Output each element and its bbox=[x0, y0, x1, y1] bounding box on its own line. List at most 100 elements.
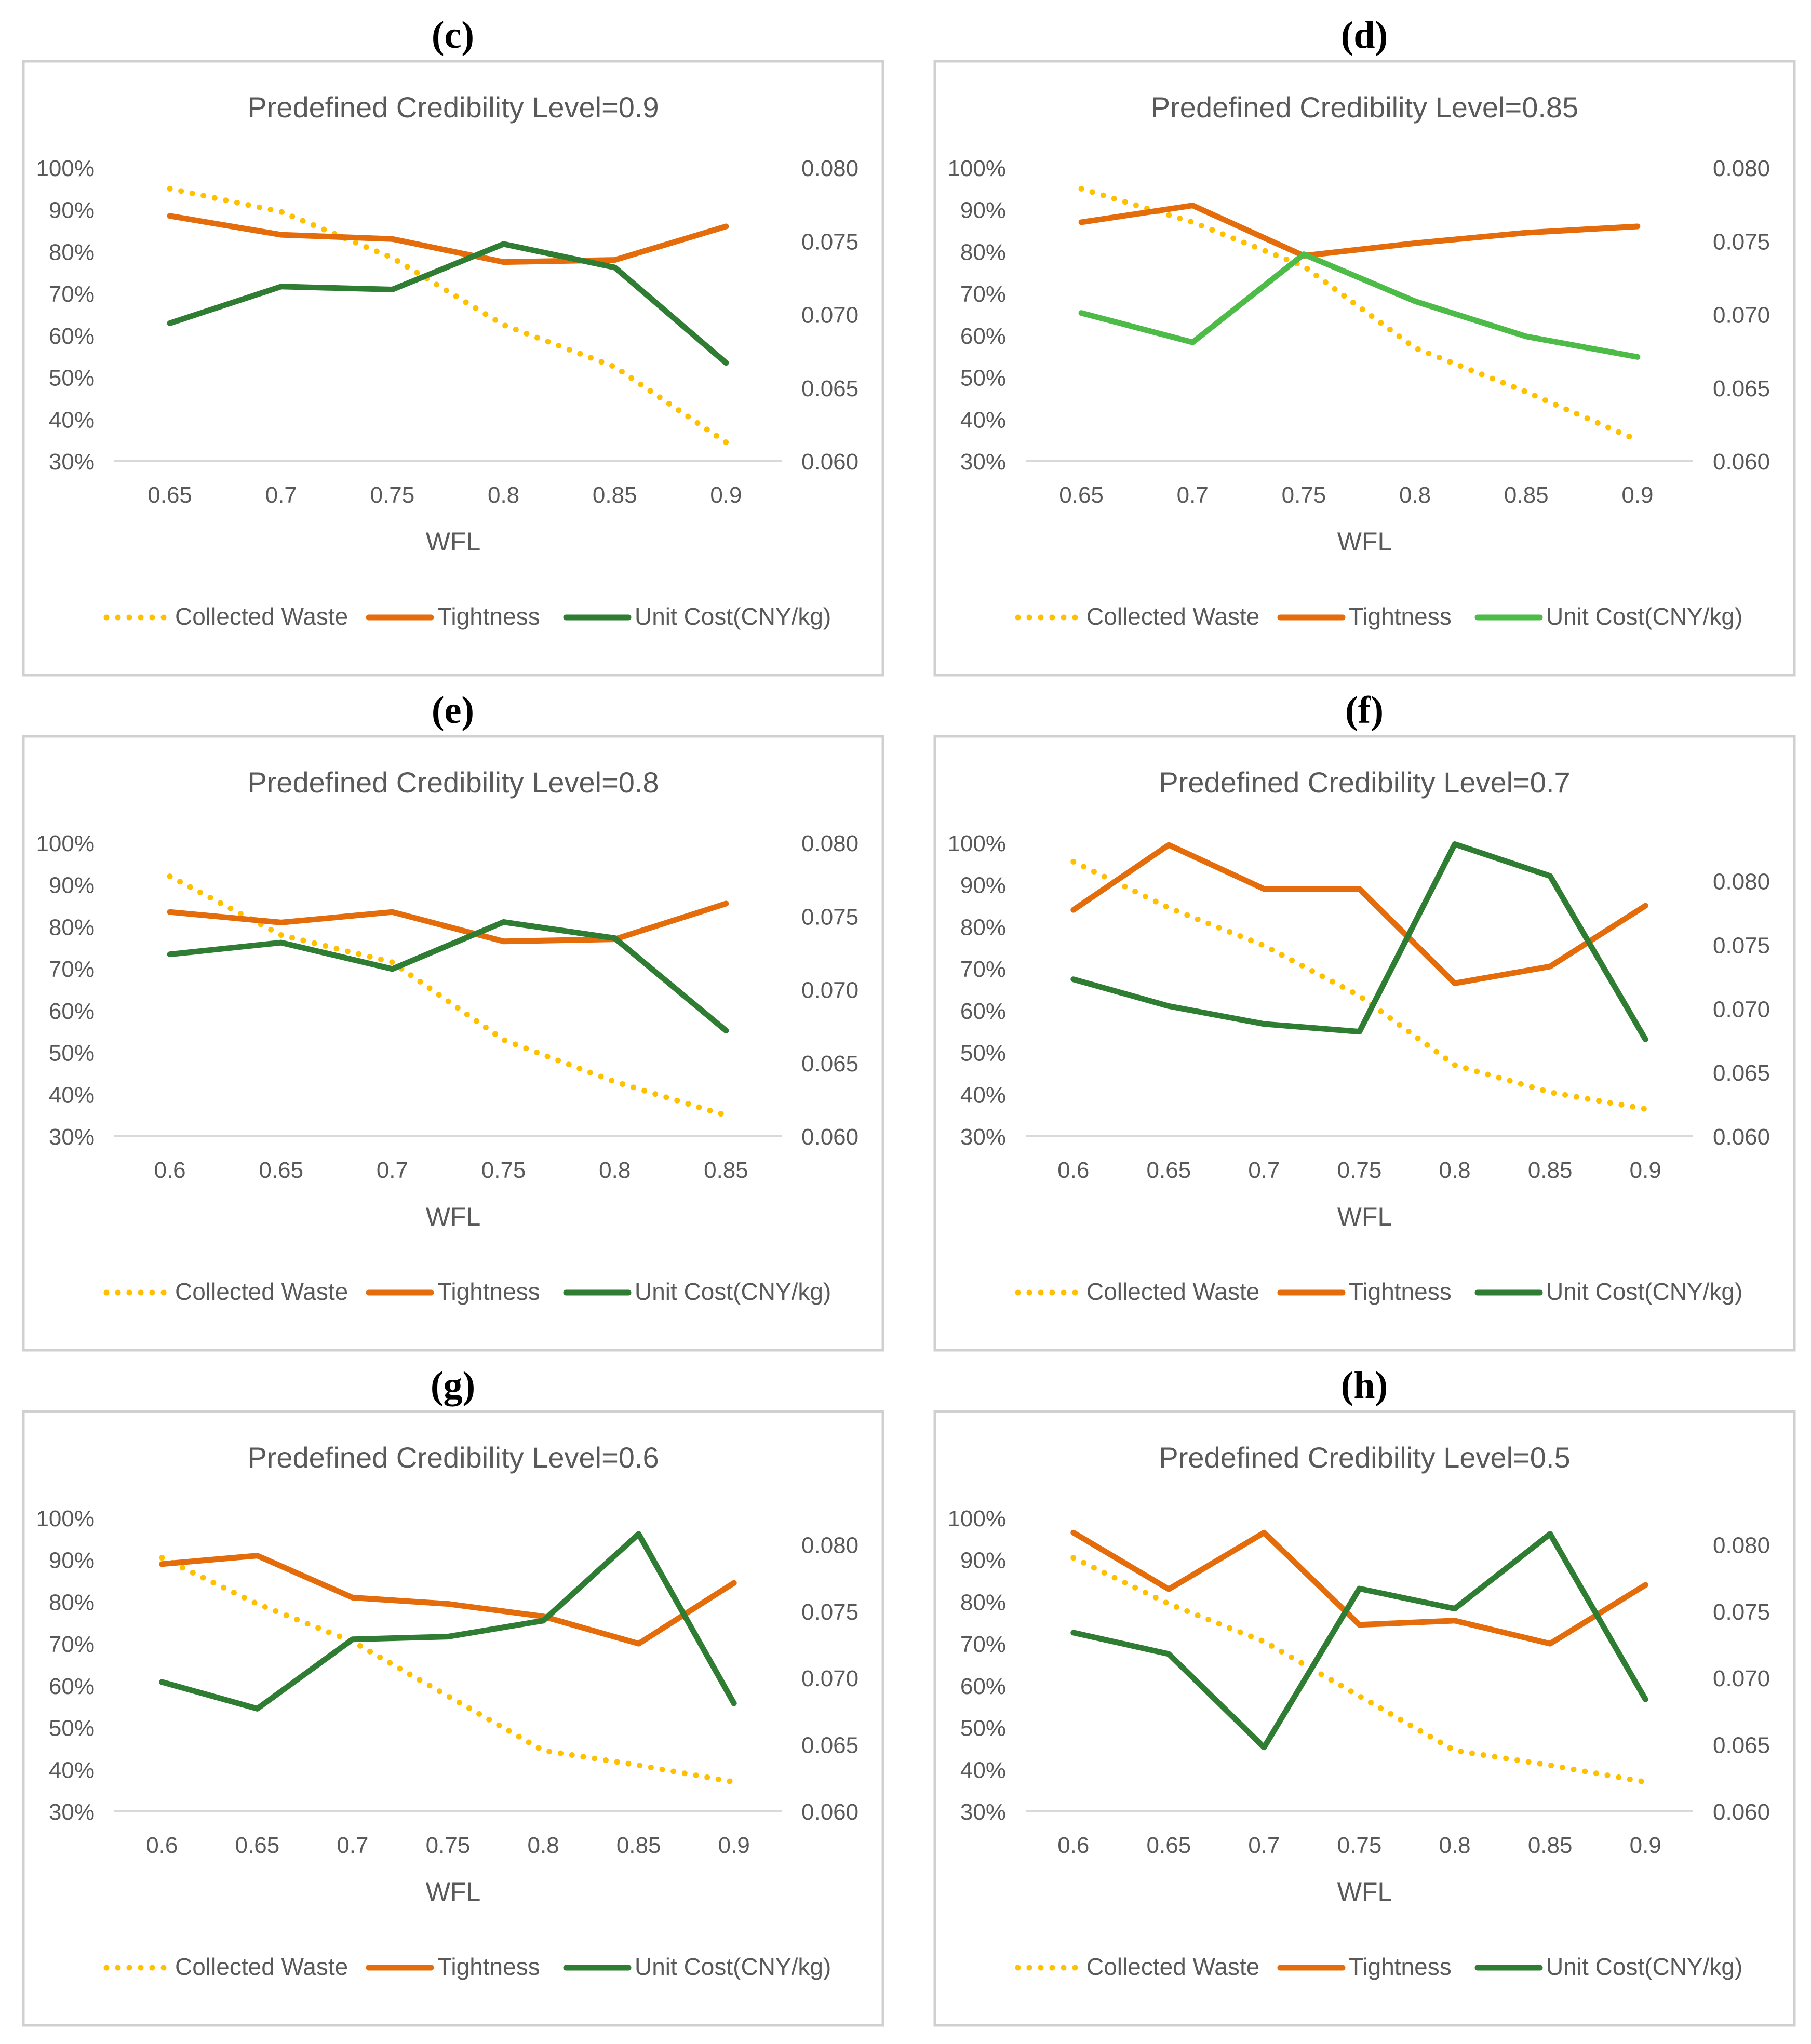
legend-label: Collected Waste bbox=[175, 1953, 348, 1980]
x-tick-label: 0.75 bbox=[1337, 1158, 1382, 1183]
legend-label: Tightness bbox=[1349, 1953, 1452, 1980]
panel-border bbox=[22, 60, 884, 677]
x-tick-label: 0.8 bbox=[1439, 1833, 1470, 1858]
x-tick-label: 0.85 bbox=[593, 482, 637, 508]
series-line-unit-cost bbox=[1070, 841, 1648, 1042]
x-tick-label: 0.85 bbox=[1528, 1158, 1573, 1183]
legend-label: Unit Cost(CNY/kg) bbox=[635, 1953, 831, 1980]
series-line-collected-waste bbox=[167, 873, 729, 1119]
chart-panel-e: (e) Predefined Credibility Level=0.8 30% 40… bbox=[22, 689, 884, 1352]
y-left-tick-label: 70% bbox=[960, 281, 1006, 307]
legend: Collected Waste Tightness Unit Cost(CNY/kg… bbox=[103, 1953, 831, 1980]
x-tick-label: 0.7 bbox=[265, 482, 297, 508]
panel-label: (f) bbox=[1345, 689, 1384, 732]
y-right-tick-label: 0.060 bbox=[1713, 1799, 1770, 1825]
x-tick-label: 0.8 bbox=[488, 482, 519, 508]
y-right-tick-label: 0.065 bbox=[801, 1733, 858, 1758]
series-line-collected-waste bbox=[1078, 185, 1641, 443]
chart-title: Predefined Credibility Level=0.8 bbox=[247, 766, 659, 799]
y-left-tick-label: 40% bbox=[960, 407, 1006, 433]
x-tick-label: 0.85 bbox=[1528, 1833, 1573, 1858]
chart-panel-f: (f) Predefined Credibility Level=0.7 30% 40… bbox=[933, 689, 1796, 1352]
x-tick-label: 0.8 bbox=[599, 1158, 631, 1183]
x-tick-label: 0.75 bbox=[426, 1833, 471, 1858]
y-left-tick-label: 30% bbox=[49, 449, 95, 475]
y-right-tick-label: 0.065 bbox=[1713, 1733, 1770, 1758]
x-tick-label: 0.7 bbox=[1177, 482, 1209, 508]
panel-border bbox=[22, 735, 884, 1352]
x-tick-label: 0.65 bbox=[259, 1158, 303, 1183]
x-axis-title: WFL bbox=[1337, 1202, 1392, 1231]
x-tick-label: 0.8 bbox=[527, 1833, 559, 1858]
series-line-unit-cost bbox=[1070, 1531, 1648, 1751]
y-left-tick-label: 60% bbox=[960, 324, 1006, 349]
y-left-tick-label: 50% bbox=[49, 366, 95, 391]
series-line-unit-cost bbox=[167, 241, 729, 366]
x-tick-label: 0.85 bbox=[616, 1833, 661, 1858]
y-left-tick-label: 40% bbox=[960, 1082, 1006, 1108]
y-right-tick-label: 0.080 bbox=[801, 831, 858, 856]
chart-title: Predefined Credibility Level=0.7 bbox=[1159, 766, 1570, 799]
y-right-tick-label: 0.075 bbox=[801, 1599, 858, 1625]
y-left-tick-label: 70% bbox=[960, 957, 1006, 982]
legend-label: Collected Waste bbox=[175, 1278, 348, 1305]
y-left-tick-label: 70% bbox=[49, 1632, 95, 1657]
y-left-tick-label: 70% bbox=[49, 957, 95, 982]
panel-border bbox=[933, 1410, 1796, 2027]
x-tick-label: 0.7 bbox=[1248, 1833, 1280, 1858]
legend: Collected Waste Tightness Unit Cost(CNY/kg… bbox=[1015, 603, 1742, 630]
legend-label: Unit Cost(CNY/kg) bbox=[635, 603, 831, 630]
y-right-tick-label: 0.070 bbox=[1713, 997, 1770, 1022]
series-line-collected-waste bbox=[159, 1555, 737, 1785]
x-tick-label: 0.7 bbox=[337, 1833, 368, 1858]
y-right-tick-label: 0.060 bbox=[801, 1124, 858, 1150]
y-left-tick-label: 30% bbox=[49, 1799, 95, 1825]
x-tick-label: 0.75 bbox=[370, 482, 415, 508]
x-axis-title: WFL bbox=[426, 527, 481, 556]
legend-label: Tightness bbox=[437, 1953, 540, 1980]
chart-title: Predefined Credibility Level=0.9 bbox=[247, 91, 659, 124]
y-left-tick-label: 100% bbox=[947, 1506, 1006, 1531]
x-tick-label: 0.65 bbox=[147, 482, 192, 508]
chart-title: Predefined Credibility Level=0.85 bbox=[1151, 91, 1578, 124]
y-right-tick-label: 0.060 bbox=[1713, 449, 1770, 475]
x-tick-label: 0.6 bbox=[146, 1833, 178, 1858]
y-left-tick-label: 90% bbox=[960, 873, 1006, 898]
y-left-tick-label: 40% bbox=[960, 1757, 1006, 1783]
x-tick-label: 0.7 bbox=[377, 1158, 408, 1183]
y-left-tick-label: 100% bbox=[36, 1506, 95, 1531]
panel-label: (h) bbox=[1341, 1364, 1388, 1407]
y-left-tick-label: 30% bbox=[960, 449, 1006, 475]
x-tick-label: 0.85 bbox=[1504, 482, 1549, 508]
y-right-tick-label: 0.080 bbox=[1713, 1532, 1770, 1558]
x-tick-label: 0.9 bbox=[710, 482, 742, 508]
y-left-tick-label: 80% bbox=[49, 915, 95, 940]
x-tick-label: 0.6 bbox=[1057, 1158, 1089, 1183]
panel-border bbox=[22, 1410, 884, 2027]
chart-panel-h: (h) Predefined Credibility Level=0.5 30% 40… bbox=[933, 1364, 1796, 2027]
chart-panel-d: (d) Predefined Credibility Level=0.85 30% 4… bbox=[933, 14, 1796, 677]
y-right-tick-label: 0.080 bbox=[1713, 156, 1770, 181]
y-right-tick-label: 0.070 bbox=[801, 303, 858, 328]
panel-border bbox=[933, 735, 1796, 1352]
y-left-tick-label: 50% bbox=[960, 1041, 1006, 1066]
x-tick-label: 0.8 bbox=[1439, 1158, 1470, 1183]
legend-label: Collected Waste bbox=[1086, 1953, 1259, 1980]
y-right-tick-label: 0.070 bbox=[1713, 303, 1770, 328]
x-axis-title: WFL bbox=[426, 1202, 481, 1231]
x-tick-label: 0.6 bbox=[154, 1158, 185, 1183]
panel-label: (g) bbox=[431, 1364, 475, 1407]
y-right-tick-label: 0.075 bbox=[1713, 229, 1770, 254]
y-left-tick-label: 100% bbox=[947, 831, 1006, 856]
y-right-tick-label: 0.065 bbox=[1713, 1060, 1770, 1086]
x-tick-label: 0.65 bbox=[1059, 482, 1104, 508]
legend-label: Unit Cost(CNY/kg) bbox=[635, 1278, 831, 1305]
y-left-tick-label: 90% bbox=[49, 873, 95, 898]
y-left-tick-label: 80% bbox=[960, 1590, 1006, 1615]
y-left-tick-label: 90% bbox=[49, 1548, 95, 1574]
series-line-collected-waste bbox=[1070, 1555, 1648, 1785]
y-right-tick-label: 0.075 bbox=[1713, 1599, 1770, 1625]
y-left-tick-label: 60% bbox=[49, 1674, 95, 1699]
y-right-tick-label: 0.065 bbox=[801, 376, 858, 401]
y-left-tick-label: 80% bbox=[960, 239, 1006, 265]
